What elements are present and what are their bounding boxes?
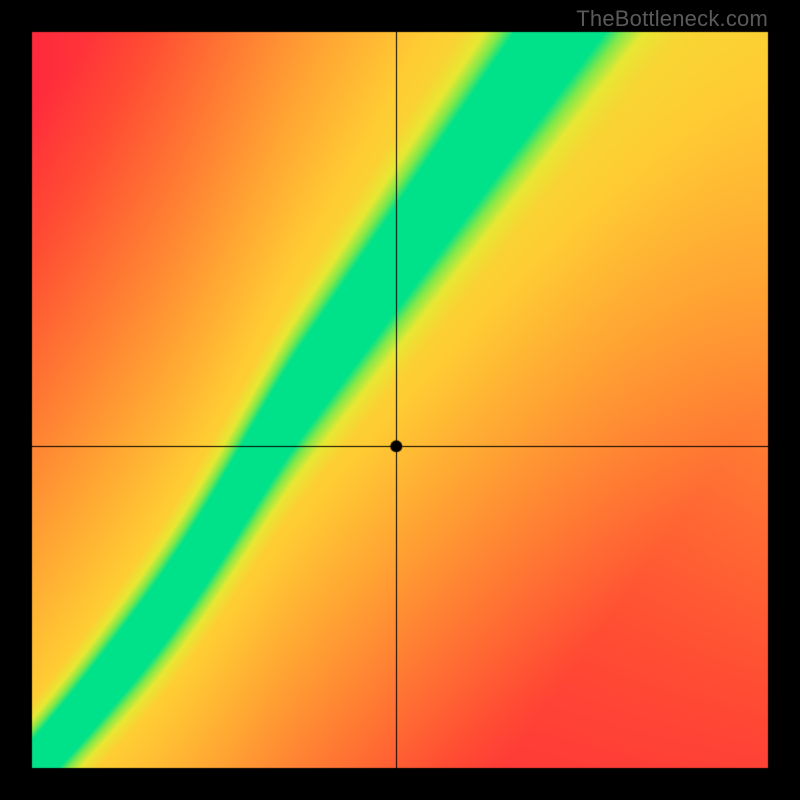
heatmap-canvas: [0, 0, 800, 800]
watermark-text: TheBottleneck.com: [576, 6, 768, 32]
chart-container: TheBottleneck.com: [0, 0, 800, 800]
